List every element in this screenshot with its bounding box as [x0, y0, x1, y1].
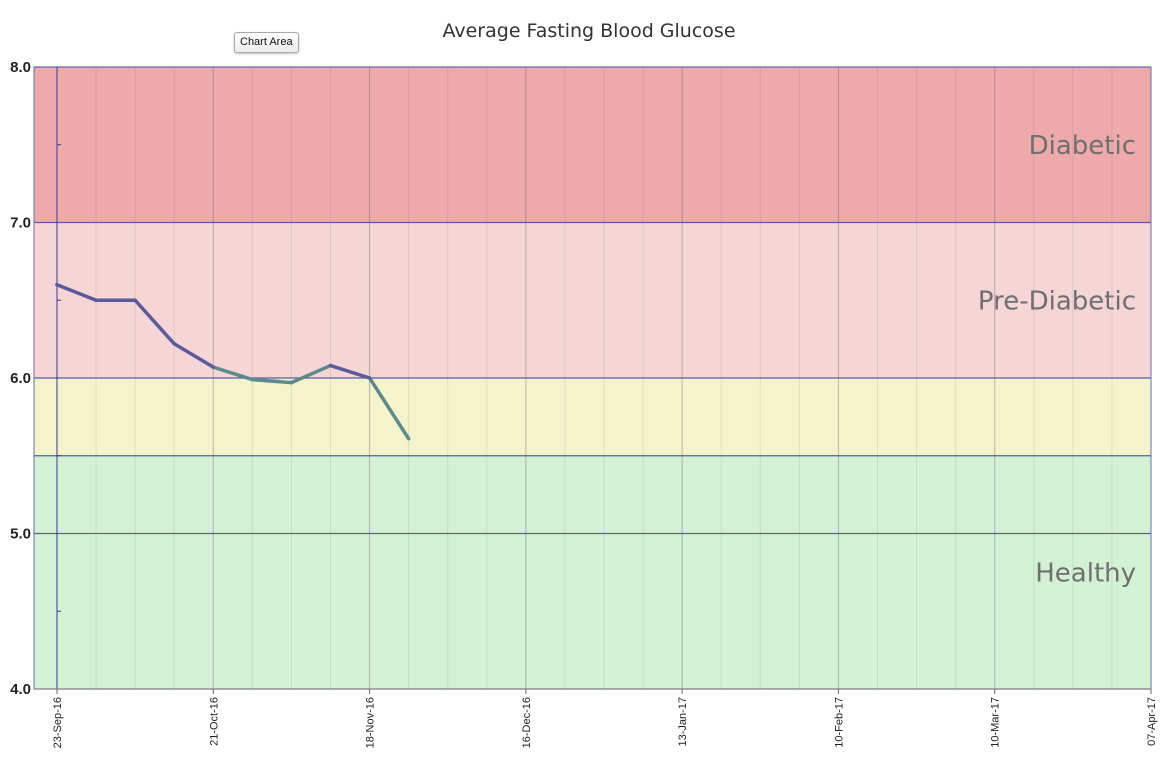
band-labels: Diabetic Pre-Diabetic Healthy	[978, 131, 1136, 589]
x-tick-label: 16-Dec-16	[521, 697, 533, 748]
chart-area-tooltip: Chart Area	[234, 32, 299, 53]
x-tick-label: 18-Nov-16	[365, 697, 377, 748]
y-tick-label: 7.0	[10, 215, 31, 232]
series-segment[interactable]	[367, 376, 411, 441]
y-tick-label: 5.0	[10, 526, 31, 543]
threshold-bands	[34, 67, 1151, 689]
data-point[interactable]	[94, 298, 98, 303]
band-diabetic	[34, 67, 1151, 223]
band-borderline	[34, 378, 1151, 456]
series-segment[interactable]	[133, 298, 176, 346]
data-point[interactable]	[55, 282, 59, 287]
data-point[interactable]	[406, 436, 411, 441]
data-point[interactable]	[172, 341, 177, 346]
data-point[interactable]	[133, 298, 137, 303]
series-segment[interactable]	[289, 363, 333, 385]
series-segment[interactable]	[172, 342, 216, 369]
y-tick-label: 8.0	[10, 59, 31, 76]
band-label-diabetic: Diabetic	[1029, 131, 1136, 161]
band-healthy	[34, 455, 1151, 689]
data-point[interactable]	[289, 380, 294, 385]
data-point[interactable]	[250, 377, 255, 382]
data-point[interactable]	[328, 363, 333, 368]
series-segment[interactable]	[250, 377, 294, 385]
series-segment[interactable]	[328, 363, 372, 380]
band-pre-diabetic	[34, 222, 1151, 378]
series-segment[interactable]	[211, 365, 255, 382]
y-tick-label: 4.0	[10, 681, 31, 698]
data-point[interactable]	[211, 365, 216, 369]
x-tick-label: 13-Jan-17	[677, 697, 689, 747]
band-label-pre-diabetic: Pre-Diabetic	[978, 286, 1136, 316]
x-tick-label: 10-Feb-17	[833, 697, 845, 748]
x-tick-label: 07-Apr-17	[1146, 697, 1158, 746]
band-label-healthy: Healthy	[1035, 558, 1136, 588]
x-tick-label: 10-Mar-17	[990, 697, 1002, 748]
x-tick-label: 21-Oct-16	[208, 697, 220, 746]
axes: 4.0 5.0 6.0 7.0 8.0 23-Sep-16 21-Oct-16 18-Nov-…	[10, 59, 1158, 748]
x-tick-label: 23-Sep-16	[52, 697, 64, 748]
y-tick-label: 6.0	[10, 370, 31, 387]
chart-title: Average Fasting Blood Glucose	[442, 20, 735, 42]
data-point[interactable]	[367, 376, 372, 380]
series-segment[interactable]	[55, 282, 98, 302]
glucose-series[interactable]	[55, 282, 411, 441]
